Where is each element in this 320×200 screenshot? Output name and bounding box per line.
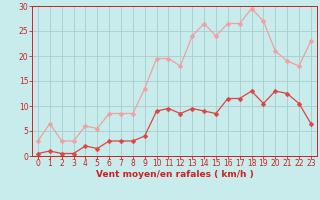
X-axis label: Vent moyen/en rafales ( km/h ): Vent moyen/en rafales ( km/h ) — [96, 170, 253, 179]
